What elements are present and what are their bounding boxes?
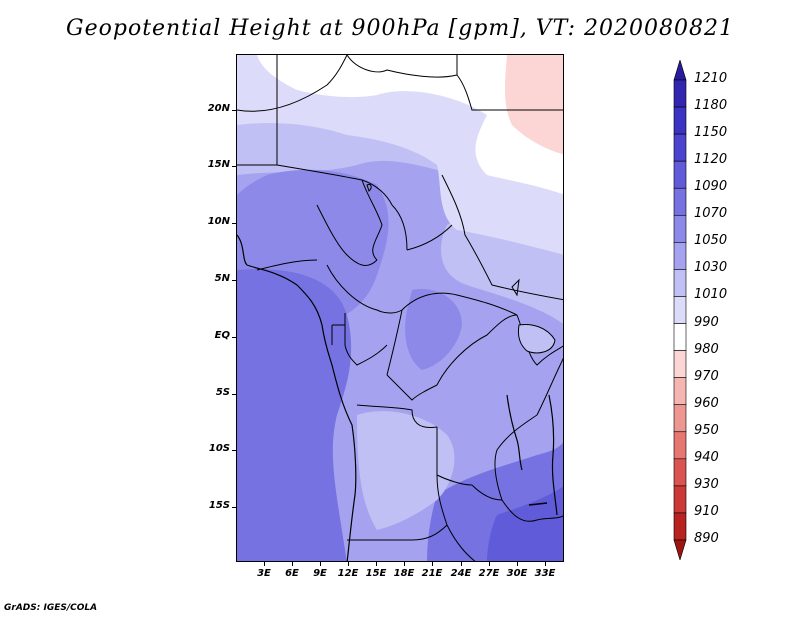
lat-label-10n: 10N bbox=[207, 216, 230, 227]
field-1070-1090-west bbox=[237, 269, 352, 561]
lake-albert bbox=[511, 278, 520, 297]
colorbar-segment bbox=[673, 133, 687, 162]
lon-label-12e: 12E bbox=[337, 568, 359, 579]
geopotential-field-map bbox=[237, 55, 563, 561]
field-980-990 bbox=[257, 55, 563, 195]
colorbar-segment bbox=[673, 377, 687, 406]
lon-label-27e: 27E bbox=[478, 568, 500, 579]
colorbar-bottom-arrow bbox=[673, 539, 687, 560]
colorbar-segment bbox=[673, 160, 687, 189]
colorbar-label: 1070 bbox=[694, 206, 728, 222]
lat-tick bbox=[232, 166, 237, 167]
lon-tick bbox=[348, 561, 349, 566]
colorbar-label: 1010 bbox=[694, 287, 728, 303]
lon-tick bbox=[376, 561, 377, 566]
colorbar-label: 940 bbox=[694, 449, 719, 465]
lat-tick bbox=[232, 507, 237, 508]
lon-tick bbox=[517, 561, 518, 566]
lat-tick bbox=[232, 280, 237, 281]
colorbar-segment bbox=[673, 404, 687, 433]
colorbar bbox=[673, 60, 687, 560]
lon-tick bbox=[545, 561, 546, 566]
map-panel bbox=[236, 54, 564, 562]
lat-label-10s: 10S bbox=[208, 443, 230, 454]
colorbar-label: 1150 bbox=[694, 125, 728, 141]
colorbar-segment bbox=[673, 350, 687, 378]
lon-label-3e: 3E bbox=[257, 568, 271, 579]
colorbar-label: 960 bbox=[694, 395, 719, 411]
lon-label-18e: 18E bbox=[393, 568, 415, 579]
footer-credit: GrADS: IGES/COLA bbox=[4, 603, 98, 613]
field-1010-1030-south bbox=[357, 411, 455, 530]
lon-tick bbox=[404, 561, 405, 566]
lake-malawi bbox=[548, 394, 558, 516]
lake-kariba bbox=[528, 502, 548, 506]
colorbar-segment bbox=[673, 187, 687, 216]
lat-label-5s: 5S bbox=[215, 387, 230, 398]
colorbar-label: 970 bbox=[694, 368, 719, 384]
coastline bbox=[237, 234, 357, 561]
colorbar-label: 1090 bbox=[694, 179, 728, 195]
lat-tick bbox=[232, 337, 237, 338]
lat-label-5n: 5N bbox=[214, 273, 230, 284]
lon-tick bbox=[432, 561, 433, 566]
colorbar-label: 890 bbox=[694, 531, 719, 546]
lat-tick bbox=[232, 450, 237, 451]
colorbar-segment bbox=[673, 79, 687, 108]
field-970-980 bbox=[504, 55, 563, 155]
lat-tick bbox=[232, 110, 237, 111]
lon-tick bbox=[292, 561, 293, 566]
colorbar-label: 990 bbox=[694, 314, 719, 330]
lon-tick bbox=[320, 561, 321, 566]
colorbar-label: 1030 bbox=[694, 260, 728, 276]
lon-label-24e: 24E bbox=[450, 568, 472, 579]
colorbar-label: 980 bbox=[694, 341, 719, 357]
colorbar-segment bbox=[673, 214, 687, 243]
lat-tick bbox=[232, 223, 237, 224]
colorbar-segment bbox=[673, 512, 687, 541]
lon-label-9e: 9E bbox=[313, 568, 327, 579]
colorbar-label: 1120 bbox=[694, 152, 728, 168]
colorbar-segment bbox=[673, 485, 687, 514]
lat-tick bbox=[232, 394, 237, 395]
lon-tick bbox=[461, 561, 462, 566]
lake-chad bbox=[366, 184, 372, 192]
chart-title: Geopotential Height at 900hPa [gpm], VT:… bbox=[66, 16, 734, 41]
lat-label-20n: 20N bbox=[207, 103, 230, 114]
lake-tanganyika bbox=[506, 394, 523, 471]
lon-label-6e: 6E bbox=[285, 568, 299, 579]
colorbar-segment bbox=[673, 296, 687, 324]
colorbar-label: 1210 bbox=[694, 71, 728, 86]
colorbar-label: 910 bbox=[694, 503, 719, 519]
lon-label-21e: 21E bbox=[421, 568, 443, 579]
lat-label-eq: EQ bbox=[214, 330, 230, 341]
lon-label-15e: 15E bbox=[365, 568, 387, 579]
colorbar-label: 950 bbox=[694, 422, 719, 438]
colorbar-segment bbox=[673, 431, 687, 460]
colorbar-segment bbox=[673, 458, 687, 487]
colorbar-segment bbox=[673, 106, 687, 135]
lat-label-15s: 15S bbox=[208, 500, 230, 511]
colorbar-label: 1180 bbox=[694, 98, 728, 114]
lat-label-15n: 15N bbox=[207, 159, 230, 170]
colorbar-top-arrow bbox=[673, 60, 687, 81]
colorbar-segment bbox=[673, 323, 687, 351]
colorbar-segment bbox=[673, 242, 687, 270]
lon-label-33e: 33E bbox=[534, 568, 556, 579]
lon-tick bbox=[264, 561, 265, 566]
country-borders bbox=[237, 55, 563, 561]
field-1050-1070-congo bbox=[405, 289, 462, 370]
colorbar-label: 930 bbox=[694, 476, 719, 492]
lake-victoria bbox=[517, 324, 556, 354]
lon-label-30e: 30E bbox=[506, 568, 528, 579]
colorbar-segment bbox=[673, 269, 687, 297]
lon-tick bbox=[489, 561, 490, 566]
field-1090-1120-south bbox=[487, 486, 563, 561]
colorbar-label: 1050 bbox=[694, 233, 728, 249]
